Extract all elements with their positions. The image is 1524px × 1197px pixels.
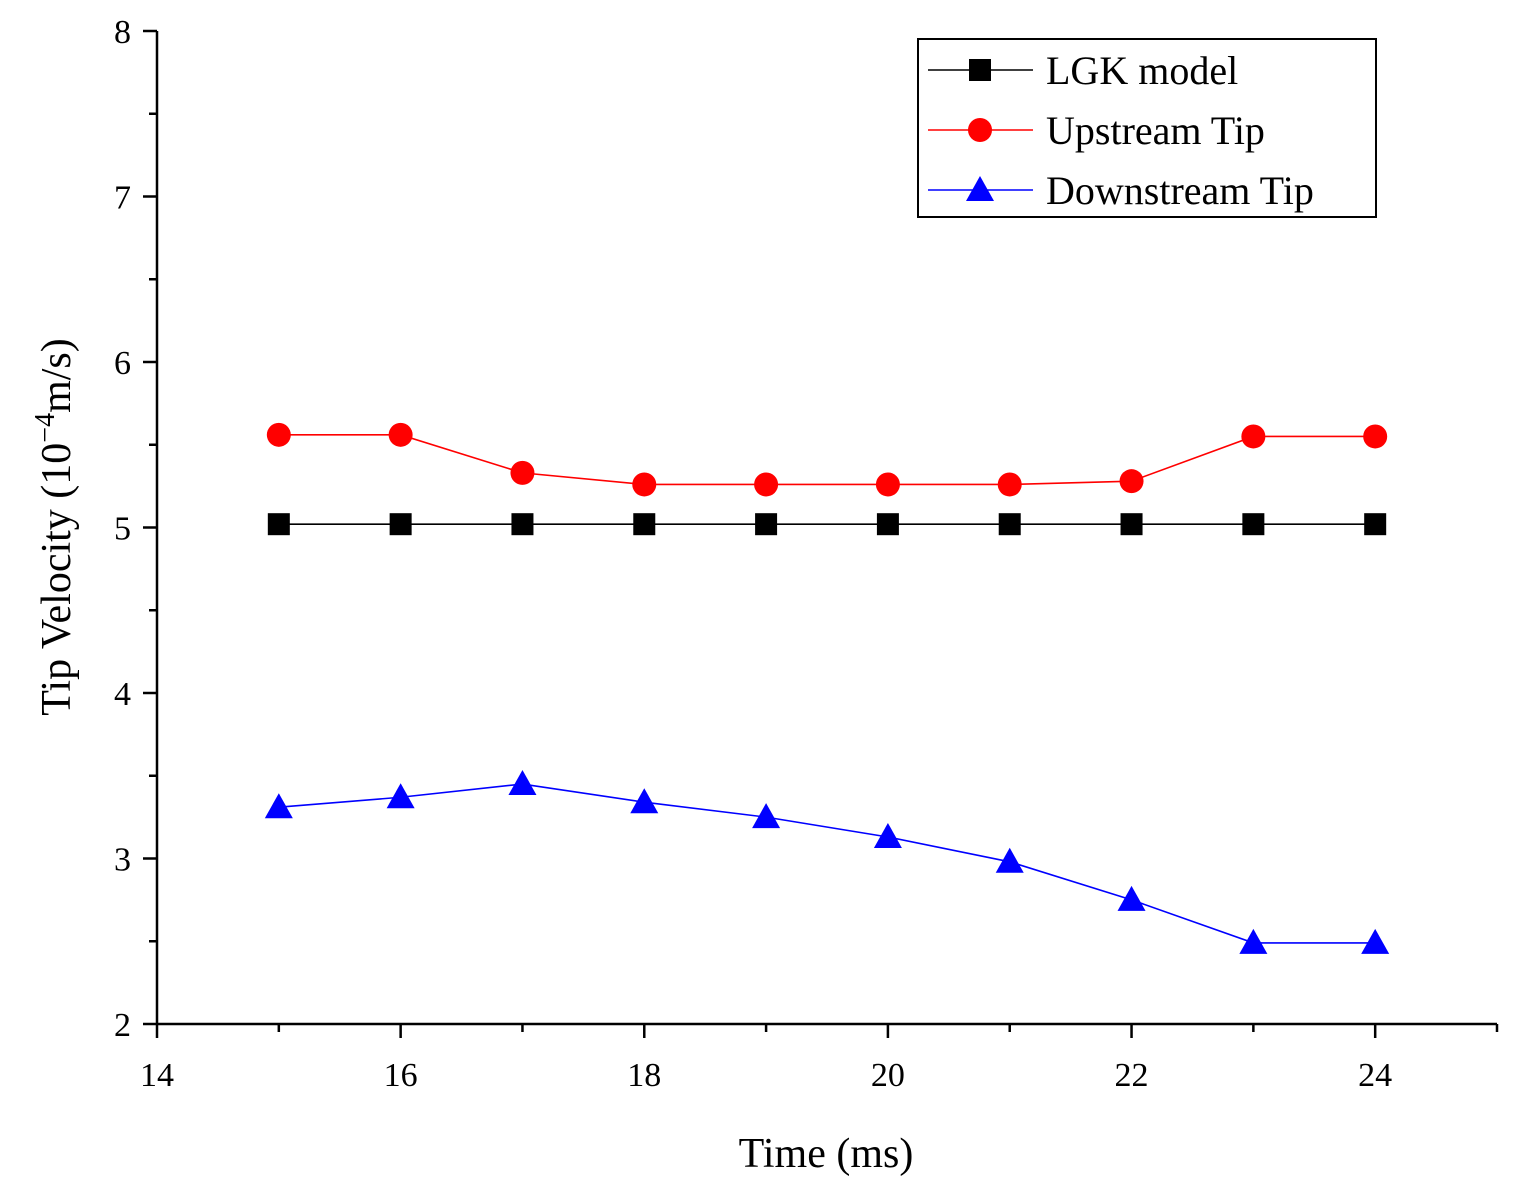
series-line — [278, 434, 1376, 486]
legend-swatch-marker — [966, 176, 994, 201]
x-tick-label: 16 — [384, 1057, 418, 1094]
data-point — [267, 513, 290, 536]
legend-label: Downstream Tip — [1046, 168, 1314, 213]
x-tick-label: 20 — [871, 1057, 905, 1094]
data-point — [1242, 513, 1265, 536]
data-point — [873, 822, 902, 848]
y-tick-label: 6 — [114, 345, 131, 382]
legend-label: LGK model — [1046, 48, 1238, 93]
data-point — [997, 472, 1022, 497]
legend-swatch-marker — [968, 118, 992, 142]
x-tick-label: 18 — [627, 1057, 661, 1094]
data-point — [508, 770, 537, 796]
data-point — [630, 788, 659, 814]
y-axis-title-suffix: m/s) — [34, 338, 80, 413]
legend-item: Upstream Tip — [928, 108, 1265, 153]
x-tick-label: 14 — [140, 1057, 174, 1094]
series-upstream-tip — [266, 422, 1388, 497]
data-point — [1241, 424, 1266, 449]
x-tick-label: 24 — [1358, 1057, 1392, 1094]
data-point — [633, 513, 656, 536]
data-point — [998, 513, 1021, 536]
y-axis-title-prefix: Tip Velocity (10 — [34, 443, 80, 716]
axes: 14 16 18 20 22 24 2 3 4 5 6 7 8 — [114, 14, 1499, 1094]
data-point — [1364, 513, 1387, 536]
data-point — [754, 472, 779, 497]
data-point — [995, 847, 1024, 873]
data-point — [875, 472, 900, 497]
legend-item: Downstream Tip — [928, 168, 1314, 213]
legend-label: Upstream Tip — [1046, 108, 1265, 153]
data-point — [1119, 469, 1144, 494]
y-tick-label: 8 — [114, 14, 131, 51]
y-axis-title: Tip Velocity (10−4m/s) — [30, 338, 80, 716]
legend-item: LGK model — [928, 48, 1238, 93]
data-point — [264, 793, 293, 819]
y-tick-label: 5 — [114, 511, 131, 548]
data-point — [632, 472, 657, 497]
data-point — [876, 513, 899, 536]
data-point — [388, 422, 413, 447]
x-tick-label: 22 — [1115, 1057, 1149, 1094]
data-point — [386, 783, 415, 809]
y-axis-title-exponent: −4 — [30, 413, 61, 443]
data-point — [1361, 928, 1390, 954]
y-tick-label: 2 — [114, 1007, 131, 1044]
data-point — [752, 803, 781, 829]
data-point — [755, 513, 778, 536]
series-downstream-tip — [264, 770, 1390, 954]
data-point — [266, 422, 291, 447]
y-tick-label: 3 — [114, 842, 131, 879]
data-point — [389, 513, 412, 536]
y-tick-label: 7 — [114, 180, 131, 217]
data-point — [510, 460, 535, 485]
data-point — [1120, 513, 1143, 536]
legend: LGK model Upstream Tip Downstream Tip — [917, 38, 1377, 218]
series-line — [278, 783, 1376, 944]
series-lgk-model — [267, 513, 1387, 536]
data-point — [511, 513, 534, 536]
x-axis-title: Time (ms) — [739, 1131, 914, 1177]
data-point — [1363, 424, 1388, 449]
legend-box — [917, 38, 1377, 218]
legend-swatch-marker — [969, 59, 991, 81]
data-point — [1117, 885, 1146, 911]
y-tick-label: 4 — [114, 676, 131, 713]
series-layer — [264, 422, 1390, 954]
data-point — [1239, 928, 1268, 954]
